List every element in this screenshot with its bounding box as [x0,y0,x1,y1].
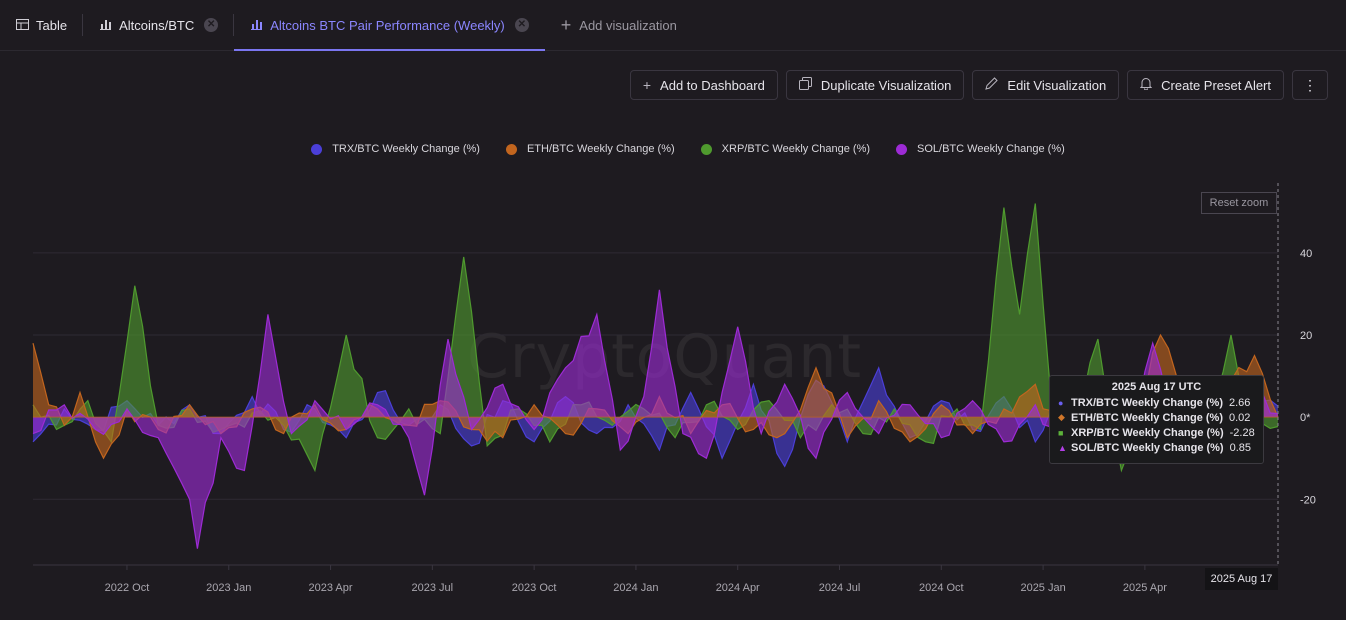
x-tick-label: 2024 Oct [919,582,964,594]
reset-zoom-button[interactable]: Reset zoom [1201,192,1277,214]
triangle-marker-icon: ▲ [1058,442,1067,453]
legend-label: XRP/BTC Weekly Change (%) [721,143,871,155]
tooltip-value: -2.28 [1229,426,1255,439]
add-to-dashboard-button[interactable]: + Add to Dashboard [629,70,778,100]
close-icon[interactable]: ✕ [514,18,529,32]
x-tick-label: 2023 Apr [309,582,353,594]
tooltip-label: XRP/BTC Weekly Change (%) [1071,426,1224,439]
x-tick-label: 2024 Jan [613,582,658,594]
tooltip-label: TRX/BTC Weekly Change (%) [1071,396,1223,409]
tooltip-title: 2025 Aug 17 UTC [1111,381,1202,393]
diamond-marker-icon: ◆ [1058,412,1065,422]
x-tick-label: 2025 Jan [1020,582,1065,594]
legend-dot [700,143,712,155]
series-area-3 [33,289,1278,549]
duplicate-visualization-label: Duplicate Visualization [820,77,952,93]
x-tick-label: 2024 Jul [819,582,861,594]
more-options-button[interactable]: ⋮ [1292,70,1328,100]
tooltip-row-sol: ▲ SOL/BTC Weekly Change (%) 0.85 [1058,440,1255,455]
tab-label: Altcoins BTC Pair Performance (Weekly) [270,17,505,33]
x-tick-label: 2023 Jul [412,582,454,594]
x-tick-label: 2023 Oct [512,582,557,594]
tooltip-label: SOL/BTC Weekly Change (%) [1071,441,1224,454]
y-tick-label: 40 [1300,248,1312,260]
y-axis: 40 20 0* -20 [1300,248,1316,506]
duplicate-visualization-button[interactable]: Duplicate Visualization [785,70,965,100]
add-visualization-tab[interactable]: + Add visualization [545,0,693,50]
legend-label: SOL/BTC Weekly Change (%) [917,143,1065,155]
chart-legend: TRX/BTC Weekly Change (%) ETH/BTC Weekly… [0,143,1346,155]
legend-item-xrp[interactable]: XRP/BTC Weekly Change (%) [700,143,871,155]
table-icon [16,18,29,33]
x-tick-label: 2022 Oct [105,582,150,594]
tab-table[interactable]: Table [0,0,84,50]
crosshair-date-label: 2025 Aug 17 [1205,568,1278,590]
add-to-dashboard-label: Add to Dashboard [660,77,765,93]
y-tick-label: 0* [1300,412,1311,424]
tooltip-value: 0.85 [1229,441,1252,454]
circle-marker-icon: ● [1058,397,1064,408]
x-tick-label: 2024 Apr [716,582,760,594]
legend-item-sol[interactable]: SOL/BTC Weekly Change (%) [896,143,1065,155]
add-visualization-label: Add visualization [579,17,677,33]
tooltip-row-eth: ◆ ETH/BTC Weekly Change (%) 0.02 [1058,410,1255,425]
legend-dot [896,143,908,155]
tooltip-value: 2.66 [1229,396,1251,409]
create-preset-alert-button[interactable]: Create Preset Alert [1127,70,1284,100]
plus-icon: + [642,77,652,93]
tooltip-row-trx: ● TRX/BTC Weekly Change (%) 2.66 [1058,395,1255,410]
more-icon: ⋮ [1303,76,1317,93]
y-tick-label: -20 [1300,494,1316,506]
square-marker-icon: ■ [1058,427,1064,438]
bar-chart-icon [250,18,263,33]
legend-item-trx[interactable]: TRX/BTC Weekly Change (%) [311,143,480,155]
edit-visualization-label: Edit Visualization [1007,77,1107,93]
legend-dot [311,143,323,155]
legend-label: TRX/BTC Weekly Change (%) [332,143,480,155]
plus-icon: + [560,14,572,35]
close-icon[interactable]: ✕ [204,18,219,32]
pencil-icon [985,77,999,93]
x-tick-label: 2023 Jan [206,582,251,594]
edit-visualization-button[interactable]: Edit Visualization [972,70,1120,100]
copy-icon [798,77,812,93]
tooltip-row-xrp: ■ XRP/BTC Weekly Change (%) -2.28 [1058,425,1255,440]
legend-label: ETH/BTC Weekly Change (%) [526,143,675,155]
y-tick-label: 20 [1300,330,1312,342]
tooltip-label: ETH/BTC Weekly Change (%) [1071,411,1223,424]
tab-label: Table [36,17,68,33]
x-tick-label: 2025 Apr [1123,582,1167,594]
tab-altcoins-btc-pair-performance[interactable]: Altcoins BTC Pair Performance (Weekly) ✕ [234,0,545,51]
bar-chart-icon [99,18,112,33]
legend-dot [505,143,517,155]
series-area-1 [33,335,1278,459]
tooltip-value: 0.02 [1229,411,1251,424]
create-preset-alert-label: Create Preset Alert [1161,77,1271,93]
tab-bar: Table Altcoins/BTC ✕ Altcoins BTC Pair P… [0,0,1346,51]
series-area-2 [33,203,1278,471]
tab-label: Altcoins/BTC [119,17,195,33]
toolbar: + Add to Dashboard Duplicate Visualizati… [629,70,1328,100]
chart-tooltip: 2025 Aug 17 UTC ● TRX/BTC Weekly Change … [1049,375,1264,464]
legend-item-eth[interactable]: ETH/BTC Weekly Change (%) [505,143,675,155]
tab-altcoins-btc[interactable]: Altcoins/BTC ✕ [83,0,235,50]
x-axis: 2022 Oct 2023 Jan 2023 Apr 2023 Jul 2023 Oct… [33,564,1278,594]
bell-icon [1139,77,1153,93]
